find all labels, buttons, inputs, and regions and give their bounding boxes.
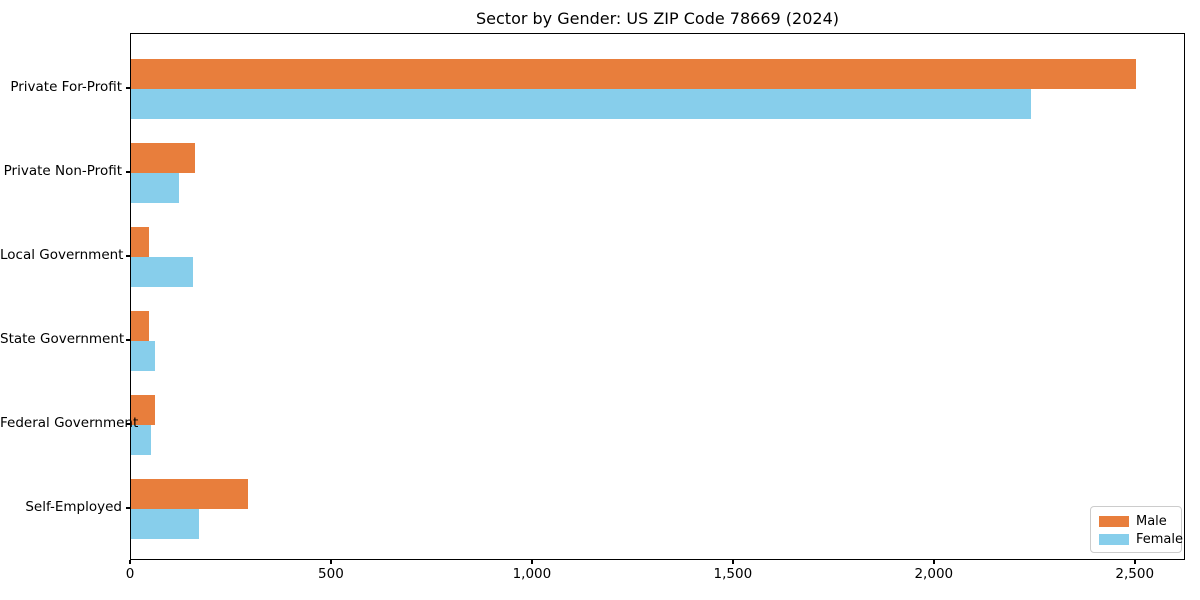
category-label-3: State Government <box>0 331 125 347</box>
bar-male-3 <box>131 311 149 341</box>
legend-item-male: Male <box>1091 512 1181 530</box>
bar-female-0 <box>131 89 1031 119</box>
chart-title: Sector by Gender: US ZIP Code 78669 (202… <box>476 9 839 28</box>
legend-label-male: Male <box>1136 513 1167 529</box>
female-color-swatch <box>1099 533 1129 545</box>
bar-female-3 <box>131 341 155 371</box>
bar-female-2 <box>131 257 193 287</box>
x-tick-mark <box>1134 560 1136 564</box>
male-color-swatch <box>1099 515 1129 527</box>
y-tick-mark <box>126 87 130 89</box>
x-tick-label-5: 2,500 <box>1115 566 1155 582</box>
y-tick-mark <box>126 255 130 257</box>
x-tick-mark <box>330 560 332 564</box>
x-tick-mark <box>933 560 935 564</box>
x-tick-label-0: 0 <box>125 566 135 582</box>
bar-male-0 <box>131 59 1136 89</box>
category-label-4: Federal Government <box>0 415 139 431</box>
bar-female-4 <box>131 425 151 455</box>
x-tick-mark <box>129 560 131 564</box>
bar-male-2 <box>131 227 149 257</box>
category-label-2: Local Government <box>0 247 124 263</box>
x-tick-label-4: 2,000 <box>914 566 954 582</box>
plot-area <box>130 33 1185 560</box>
y-tick-mark <box>126 423 130 425</box>
legend-label-female: Female <box>1136 531 1184 547</box>
x-tick-label-2: 1,000 <box>512 566 552 582</box>
bar-female-5 <box>131 509 199 539</box>
x-tick-label-1: 500 <box>318 566 344 582</box>
category-label-0: Private For-Profit <box>10 79 122 95</box>
bar-female-1 <box>131 173 179 203</box>
y-tick-mark <box>126 171 130 173</box>
bar-male-5 <box>131 479 248 509</box>
y-tick-mark <box>126 339 130 341</box>
category-label-5: Self-Employed <box>25 499 122 515</box>
legend-item-female: Female <box>1091 530 1184 548</box>
x-tick-label-3: 1,500 <box>713 566 753 582</box>
bar-male-4 <box>131 395 155 425</box>
x-tick-mark <box>732 560 734 564</box>
x-tick-mark <box>531 560 533 564</box>
y-tick-mark <box>126 507 130 509</box>
category-label-1: Private Non-Profit <box>3 163 122 179</box>
bar-male-1 <box>131 143 195 173</box>
legend: Male Female <box>1090 506 1184 553</box>
